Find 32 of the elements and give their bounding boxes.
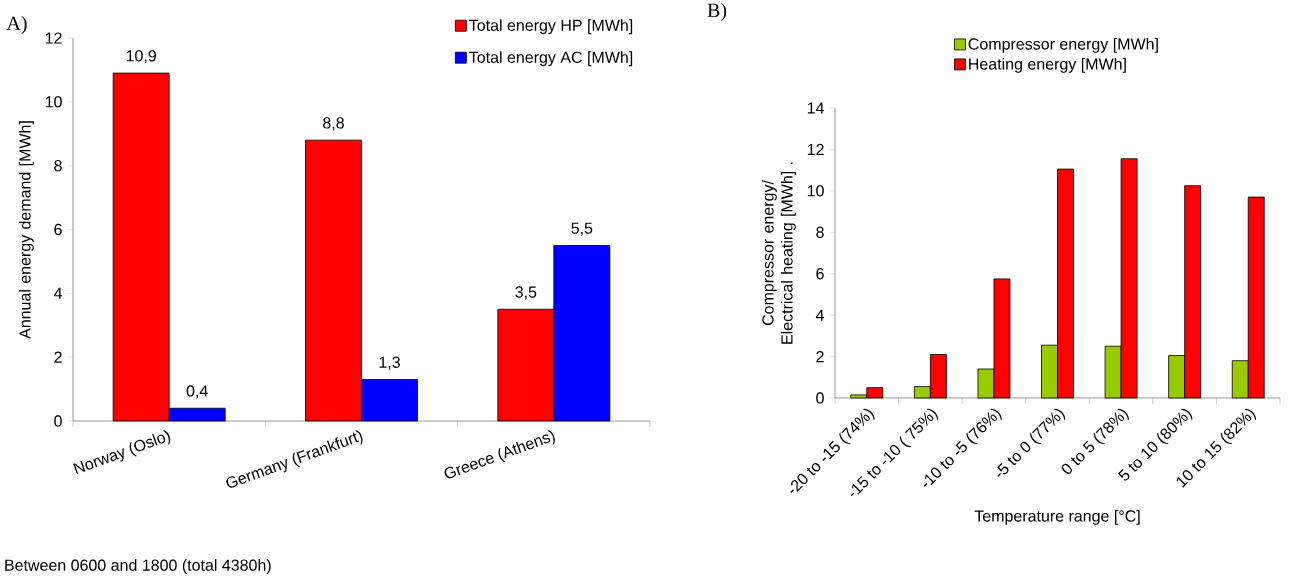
chart-title: B) xyxy=(707,2,727,22)
y-tick-label: 14 xyxy=(807,102,824,114)
y-tick-label: 0 xyxy=(816,392,824,404)
y-axis-title: Compressor energy/ Electrical heating [MWh] . xyxy=(761,162,796,344)
data-label: 10,9 xyxy=(126,50,156,64)
y-tick-label: 8 xyxy=(816,226,824,238)
x-axis-title: Temperature range [°C] xyxy=(974,509,1140,525)
legend-label: Total energy AC [MWh] xyxy=(469,51,633,67)
y-tick-label: 4 xyxy=(815,309,824,321)
data-label: 3,5 xyxy=(515,286,537,300)
y-axis-title: Annual energy demand [MWh] xyxy=(18,121,34,339)
y-tick-label: 6 xyxy=(816,268,824,280)
data-label: 8,8 xyxy=(323,117,344,131)
legend-label: Heating energy [MWh] xyxy=(969,57,1126,73)
data-label: 1,3 xyxy=(379,356,400,370)
y-tick-label: 10 xyxy=(807,185,824,197)
y-tick-label: 12 xyxy=(45,32,62,44)
y-tick-label: 4 xyxy=(53,287,62,299)
x-tick-label: Norway (Oslo) xyxy=(73,430,171,475)
y-tick-label: 2 xyxy=(816,350,824,363)
data-label: 0,4 xyxy=(186,385,208,399)
text: Between 0600 and 1800 (total 4380h) xyxy=(5,559,271,574)
legend-label: Total energy HP [MWh] xyxy=(469,19,633,35)
y-tick-label: 2 xyxy=(54,351,62,363)
y-tick-label: 8 xyxy=(54,160,62,172)
legend-label: Compressor energy [MWh] xyxy=(968,37,1158,53)
y-tick-label: 0 xyxy=(54,415,62,427)
y-tick-label: 10 xyxy=(45,96,62,108)
y-tick-label: 6 xyxy=(54,223,62,236)
chart-title: A) xyxy=(6,15,27,35)
y-tick-label: 12 xyxy=(807,143,824,156)
data-label: 5,5 xyxy=(571,222,593,236)
